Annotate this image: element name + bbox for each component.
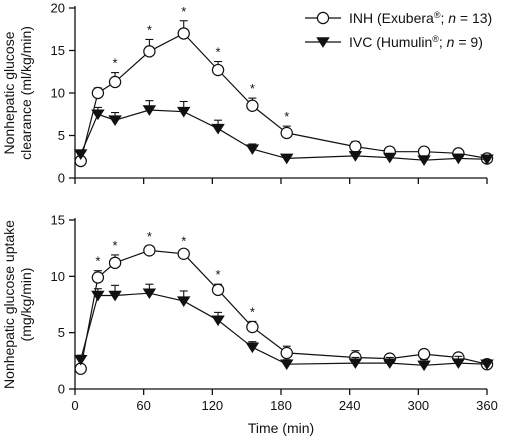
uptake-ivc-point — [108, 290, 122, 302]
clearance-ivc-point — [245, 144, 260, 155]
clearance-inh-point — [108, 75, 122, 89]
clearance-ivc-point — [142, 105, 157, 116]
clearance-chart: 0 5 10 15 20 Nonhepatic glucoseclearance (ml/… — [1, 1, 494, 186]
uptake-x-tick-label: 240 — [339, 398, 361, 413]
uptake-x-axis-label: Time (min) — [248, 420, 314, 436]
uptake-x-tick-label: 0 — [71, 398, 78, 413]
clearance-significance-star: * — [181, 4, 186, 19]
clearance-significance-star: * — [250, 81, 255, 96]
clearance-ivc-point — [480, 154, 494, 166]
uptake-y-tick-label: 5 — [58, 325, 65, 340]
clearance-inh-point — [280, 126, 293, 140]
clearance-ivc-point — [108, 115, 122, 127]
legend-inh-label: INH (Exubera®; n = 13) — [349, 10, 492, 26]
uptake-significance-star: * — [181, 233, 186, 248]
uptake-y-tick-label: 10 — [51, 269, 65, 284]
uptake-significance-star: * — [147, 229, 152, 244]
uptake-inh-point — [143, 244, 156, 257]
clearance-inh-point — [349, 140, 362, 153]
clearance-ivc-point — [451, 153, 466, 165]
clearance-inh-point — [246, 99, 259, 112]
uptake-x-tick-label: 300 — [407, 398, 429, 413]
clearance-inh-point — [211, 63, 225, 77]
uptake-y-tick-label: 0 — [58, 382, 65, 397]
clearance-ivc-point — [348, 151, 363, 162]
clearance-inh-point — [177, 27, 190, 40]
clearance-y-tick-label: 15 — [51, 43, 65, 58]
uptake-significance-star: * — [216, 267, 221, 282]
clearance-y-axis-label: Nonhepatic glucoseclearance (ml/kg/min) — [1, 26, 34, 160]
uptake-ivc-point — [451, 358, 466, 369]
uptake-ivc-point — [73, 354, 88, 366]
clearance-ivc-point — [382, 152, 397, 164]
clearance-inh-point — [91, 86, 105, 100]
uptake-ivc-point — [176, 296, 191, 307]
clearance-significance-star: * — [284, 109, 289, 124]
uptake-inh-point — [417, 347, 431, 361]
clearance-inh-point — [143, 45, 156, 58]
uptake-ivc-point — [382, 358, 397, 369]
clearance-significance-star: * — [216, 45, 221, 60]
uptake-inh-point — [177, 247, 190, 260]
clearance-y-tick-label: 20 — [51, 1, 65, 16]
clearance-significance-star: * — [113, 56, 118, 71]
uptake-x-tick-label: 120 — [201, 398, 223, 413]
uptake-y-axis-label: Nonhepatic glucose uptake(mg/kg/min) — [1, 220, 34, 389]
uptake-ivc-point — [245, 342, 260, 354]
clearance-ivc-point — [73, 149, 88, 161]
uptake-inh-point — [91, 271, 105, 284]
clearance-inh-line — [80, 32, 488, 162]
clearance-significance-star: * — [147, 22, 152, 37]
uptake-x-tick-label: 360 — [476, 398, 498, 413]
uptake-x-tick-label: 60 — [136, 398, 150, 413]
uptake-y-tick-label: 15 — [51, 213, 65, 228]
uptake-chart: 0 5 10 15 0 60 120 180 240 300 360 Time (min) Nonhep… — [1, 213, 498, 437]
uptake-significance-star: * — [113, 238, 118, 253]
clearance-ivc-point — [417, 155, 431, 166]
legend-ivc-marker — [316, 37, 330, 48]
uptake-inh-point — [108, 256, 122, 270]
uptake-x-tick-label: 180 — [270, 398, 292, 413]
uptake-inh-point — [246, 320, 259, 334]
uptake-ivc-point — [348, 358, 363, 369]
clearance-ivc-point — [91, 109, 105, 121]
uptake-ivc-point — [279, 359, 294, 371]
clearance-y-tick-label: 0 — [58, 171, 65, 186]
uptake-significance-star: * — [250, 304, 255, 319]
uptake-ivc-point — [142, 288, 157, 300]
uptake-ivc-point — [480, 359, 494, 371]
uptake-inh-point — [280, 346, 293, 360]
uptake-significance-star: * — [95, 254, 100, 269]
clearance-ivc-point — [176, 106, 191, 118]
uptake-inh-point — [211, 283, 225, 297]
legend-inh-marker — [316, 11, 330, 25]
clearance-y-tick-label: 5 — [58, 128, 65, 143]
legend-ivc-label: IVC (Humulin®; n = 9) — [349, 34, 483, 50]
uptake-ivc-point — [91, 290, 105, 302]
clearance-y-tick-label: 10 — [51, 86, 65, 101]
uptake-ivc-point — [211, 315, 225, 327]
uptake-ivc-point — [417, 360, 431, 372]
clearance-ivc-point — [211, 123, 225, 135]
clearance-ivc-point — [279, 153, 294, 165]
